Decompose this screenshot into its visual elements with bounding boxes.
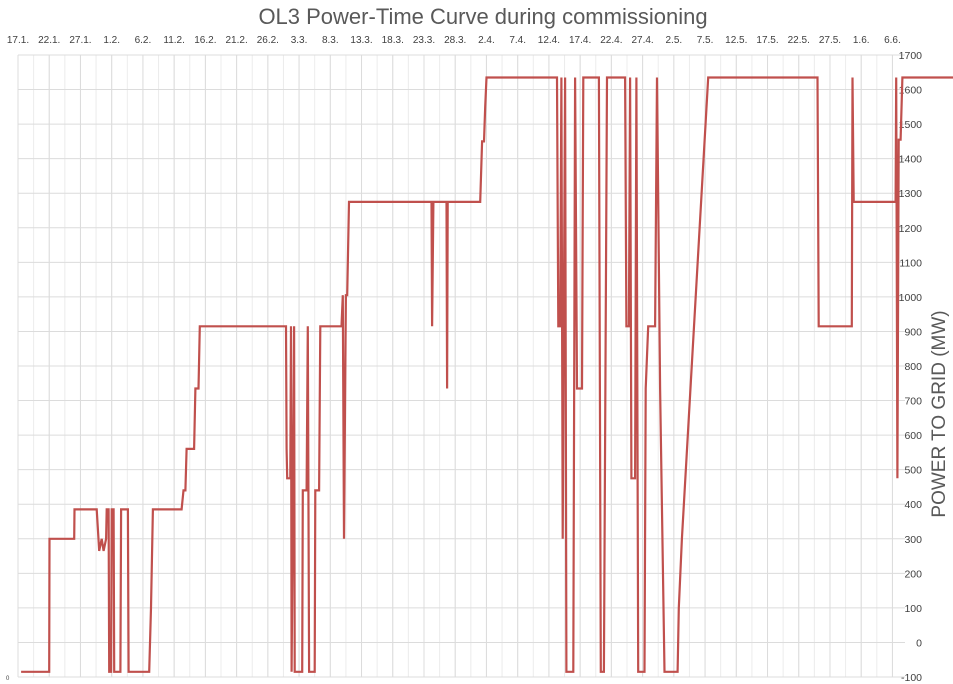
x-tick-label: 22.5.: [788, 35, 810, 46]
x-tick-label: 2.4.: [478, 35, 495, 46]
x-tick-label: 17.4.: [569, 35, 591, 46]
y-tick-label: 100: [904, 603, 922, 615]
x-tick-label: 3.3.: [291, 35, 308, 46]
x-tick-label: 27.4.: [631, 35, 653, 46]
corner-label: 0: [6, 676, 10, 682]
x-tick-label: 7.5.: [697, 35, 714, 46]
y-tick-label: 1500: [899, 119, 923, 131]
y-axis-ticks: -100 0 100 200 300 400 500 600 700 800 900 1000 1100…: [899, 50, 923, 684]
y-axis-label: POWER TO GRID (MW): [929, 310, 950, 517]
y-tick-label: 300: [904, 534, 922, 546]
y-tick-label: 1100: [899, 257, 922, 269]
x-tick-label: 1.2.: [103, 35, 120, 46]
x-tick-label: 22.1.: [38, 35, 60, 46]
x-tick-label: 6.6.: [884, 35, 901, 46]
y-tick-label: 600: [904, 430, 922, 442]
y-tick-label: 1200: [899, 223, 923, 235]
x-tick-label: 22.4.: [600, 35, 622, 46]
x-axis-ticks: 17.1. 22.1. 27.1. 1.2. 6.2. 11.2. 16.2. 21.2. 26…: [7, 35, 901, 46]
y-tick-label: 1300: [899, 188, 923, 200]
y-tick-label: 500: [904, 465, 922, 477]
x-tick-label: 13.3.: [350, 35, 372, 46]
x-tick-label: 26.2.: [257, 35, 279, 46]
y-tick-label: 1400: [899, 154, 923, 166]
x-tick-label: 27.1.: [69, 35, 91, 46]
x-tick-label: 18.3.: [382, 35, 404, 46]
x-tick-label: 2.5.: [665, 35, 682, 46]
y-tick-label: 800: [904, 361, 922, 373]
series-line: [21, 76, 953, 673]
y-tick-label: -100: [901, 672, 922, 684]
x-tick-label: 16.2.: [194, 35, 216, 46]
x-tick-label: 8.3.: [322, 35, 339, 46]
x-tick-label: 17.5.: [756, 35, 778, 46]
x-tick-label: 1.6.: [853, 35, 870, 46]
y-tick-label: 1700: [899, 50, 923, 62]
x-tick-label: 6.2.: [135, 35, 152, 46]
y-tick-label: 400: [904, 499, 922, 511]
x-tick-label: 7.4.: [509, 35, 526, 46]
y-tick-label: 200: [904, 568, 922, 580]
chart-title: OL3 Power-Time Curve during commissionin…: [258, 4, 707, 29]
x-tick-label: 27.5.: [819, 35, 841, 46]
y-tick-label: 900: [904, 326, 922, 338]
series-group: [21, 76, 953, 673]
y-tick-label: 0: [916, 637, 922, 649]
x-tick-label: 11.2.: [163, 35, 185, 46]
x-tick-label: 21.2.: [225, 35, 247, 46]
x-tick-label: 23.3.: [413, 35, 435, 46]
y-tick-label: 700: [904, 396, 922, 408]
x-tick-label: 28.3.: [444, 35, 466, 46]
x-tick-label: 12.4.: [538, 35, 560, 46]
x-tick-label: 12.5.: [725, 35, 747, 46]
y-tick-label: 1000: [899, 292, 923, 304]
x-tick-label: 17.1.: [7, 35, 29, 46]
plot-grid: [17, 54, 905, 678]
y-tick-label: 1600: [899, 85, 923, 97]
